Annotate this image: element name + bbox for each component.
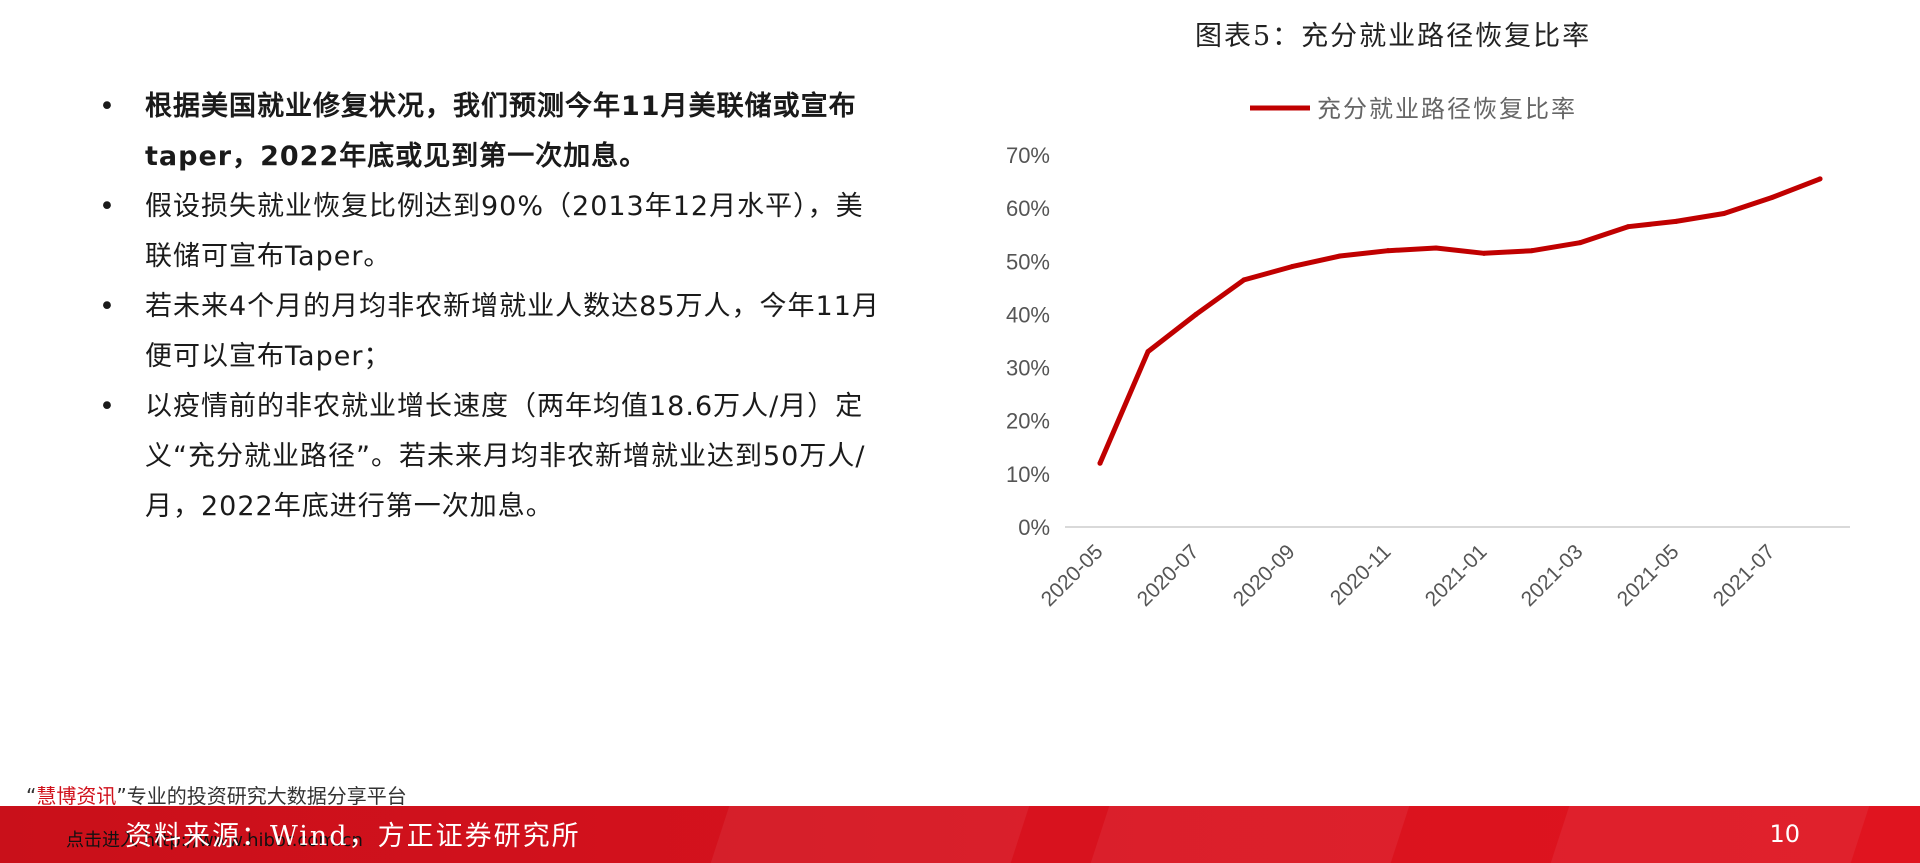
y-tick-label: 20% [1006, 409, 1050, 434]
watermark-text: ”专业的投资研究大数据分享平台 [116, 784, 407, 808]
data-point [1625, 224, 1631, 230]
x-tick-label: 2020-11 [1326, 540, 1396, 610]
data-source: 资料来源：Wind，方正证券研究所 [125, 821, 581, 852]
page-number: 10 [1769, 820, 1800, 848]
x-tick-label: 2021-05 [1613, 540, 1684, 611]
footer-stripe [710, 806, 1030, 863]
watermark-brand: 慧博资讯 [36, 784, 117, 808]
data-point [1817, 176, 1823, 182]
data-point [1529, 248, 1535, 254]
data-point [1193, 311, 1199, 317]
x-tick-label: 2021-01 [1421, 540, 1492, 611]
y-tick-label: 60% [1006, 196, 1050, 221]
bullet-item: • 假设损失就业恢复比例达到90%（2013年12月水平），美联储可宣布Taper… [95, 182, 885, 282]
x-tick-label: 2020-05 [1037, 540, 1108, 611]
y-tick-label: 40% [1006, 302, 1050, 327]
footer-bar: 点击进入 http://www.hibor.com.cn 资料来源：Wind，方… [0, 806, 1920, 863]
y-tick-label: 0% [1018, 515, 1050, 540]
data-point [1481, 250, 1487, 256]
bullet-text: 以疫情前的非农就业增长速度（两年均值18.6万人/月）定义“充分就业路径”。若未… [145, 391, 866, 522]
bullet-marker: • [99, 391, 116, 422]
bullet-text: 根据美国就业修复状况，我们预测今年11月美联储或宣布taper，2022年底或见… [145, 91, 857, 172]
footer-stripe [1090, 806, 1410, 863]
bullet-text: 假设损失就业恢复比例达到90%（2013年12月水平），美联储可宣布Taper。 [145, 191, 864, 272]
bullet-list: • 根据美国就业修复状况，我们预测今年11月美联储或宣布taper，2022年底或… [95, 82, 885, 532]
data-point [1289, 264, 1295, 270]
series-line [1097, 176, 1823, 466]
data-point [1769, 195, 1775, 201]
y-tick-label: 10% [1006, 462, 1050, 487]
y-tick-label: 30% [1006, 356, 1050, 381]
data-point [1097, 460, 1103, 466]
bullet-text: 若未来4个月的月均非农新增就业人数达85万人，今年11月便可以宣布Taper； [145, 291, 880, 372]
bullet-marker: • [99, 291, 116, 322]
x-tick-label: 2020-09 [1229, 540, 1300, 611]
chart-title: 图表5：充分就业路径恢复比率 [1195, 21, 1592, 52]
watermark-prefix: “ [26, 784, 37, 808]
data-point [1241, 277, 1247, 283]
y-tick-label: 50% [1006, 249, 1050, 274]
data-point [1145, 349, 1151, 355]
data-point [1433, 245, 1439, 251]
recovery-ratio-chart: 充分就业路径恢复比率 0% 10% 20% 30% 40% 50% 60% 70% 2020-05… [1006, 95, 1850, 611]
data-point [1673, 218, 1679, 224]
x-tick-label: 2020-07 [1133, 540, 1204, 611]
x-tick-label: 2021-03 [1517, 540, 1588, 611]
footer-stripe [1550, 806, 1870, 863]
bullet-item: • 若未来4个月的月均非农新增就业人数达85万人，今年11月便可以宣布Taper； [95, 282, 885, 382]
y-tick-label: 70% [1006, 143, 1050, 168]
bullet-marker: • [99, 91, 116, 122]
footer-click-link[interactable]: 点击进入 http://www.hibor.com.cn [66, 830, 363, 851]
watermark: “慧博资讯”专业的投资研究大数据分享平台 [26, 780, 407, 809]
data-point [1577, 240, 1583, 246]
legend-label: 充分就业路径恢复比率 [1317, 95, 1577, 123]
bullet-item: • 根据美国就业修复状况，我们预测今年11月美联储或宣布taper，2022年底或… [95, 82, 885, 182]
data-point [1721, 210, 1727, 216]
bullet-item: • 以疫情前的非农就业增长速度（两年均值18.6万人/月）定义“充分就业路径”。若… [95, 382, 885, 532]
data-point [1385, 248, 1391, 254]
data-point [1337, 253, 1343, 259]
bullet-marker: • [99, 191, 116, 222]
x-tick-label: 2021-07 [1709, 540, 1780, 611]
